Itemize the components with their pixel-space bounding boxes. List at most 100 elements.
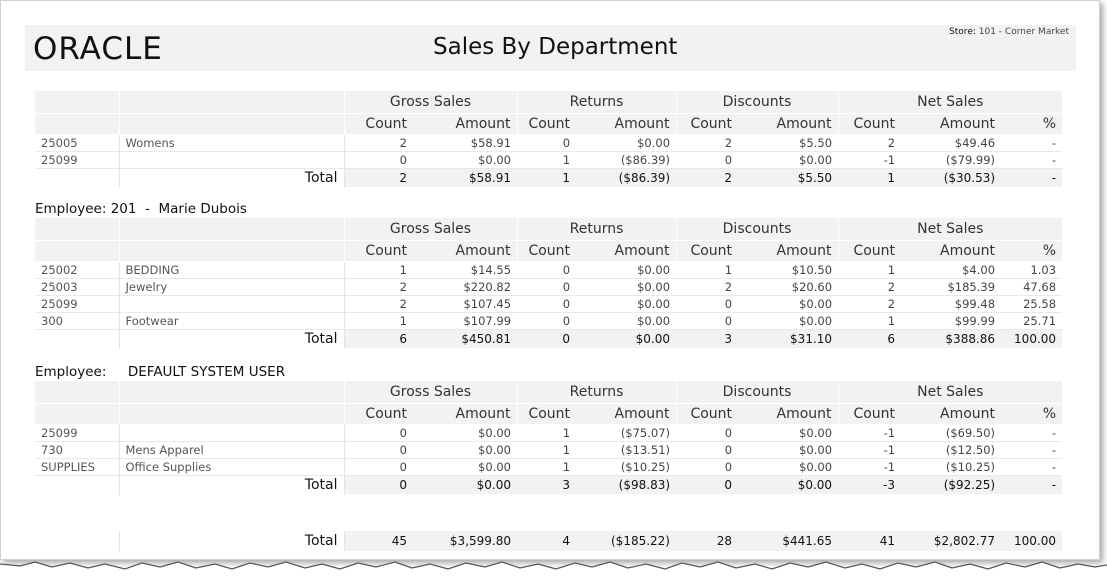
column-group-label: Net Sales — [837, 91, 1063, 114]
count-header: Count — [343, 113, 413, 135]
amount-header: Amount — [576, 113, 677, 135]
returns-amount-cell: ($75.07) — [576, 424, 677, 442]
column-group-label: Gross Sales — [343, 381, 518, 404]
gross-count-cell: 1 — [344, 261, 413, 279]
gross-count-cell: 2 — [344, 295, 413, 313]
count-header: Count — [343, 403, 413, 425]
header-spacer — [35, 113, 120, 135]
column-group-label: Discounts — [675, 381, 839, 404]
department-code: 25099 — [35, 424, 120, 442]
header-spacer — [119, 403, 345, 425]
torn-edge — [0, 561, 1107, 582]
store-label: Store: — [949, 27, 976, 37]
count-header: Count — [516, 240, 577, 262]
total-label: Total — [119, 475, 345, 495]
column-group-label: Discounts — [675, 218, 839, 241]
returns-count-cell: 0 — [517, 134, 577, 152]
gross-amount-cell: $0.00 — [413, 151, 518, 169]
discounts-count-cell: 2 — [676, 278, 739, 296]
returns-count-cell: 1 — [517, 424, 577, 442]
header-spacer — [119, 381, 345, 404]
net-count-cell: 2 — [838, 278, 902, 296]
table-row: 25002 BEDDING 1 $14.55 0 $0.00 1 $10.50 1 $4.00 1.… — [35, 261, 1063, 279]
table-row: 25099 0 $0.00 1 ($86.39) 0 $0.00 -1 ($79.99) - — [35, 151, 1063, 169]
net-pct-cell: 25.71 — [1001, 312, 1063, 330]
total-gross-count: 2 — [344, 168, 413, 188]
total-label: Total — [119, 329, 345, 349]
discounts-amount-cell: $0.00 — [738, 151, 839, 169]
returns-amount-cell: ($10.25) — [576, 458, 677, 476]
total-gross-count: 0 — [344, 475, 413, 495]
discounts-count-cell: 0 — [676, 295, 739, 313]
gross-amount-cell: $0.00 — [413, 424, 518, 442]
grand-gross-amount: $3,599.80 — [413, 531, 517, 551]
discounts-amount-cell: $5.50 — [738, 134, 839, 152]
total-discounts-count: 0 — [676, 475, 739, 495]
section-total-row: Total 6 $450.81 0 $0.00 3 $31.10 6 $388.86 100.00 — [35, 329, 1063, 349]
gross-amount-cell: $0.00 — [413, 441, 518, 459]
total-discounts-count: 2 — [676, 168, 739, 188]
gross-count-cell: 0 — [344, 441, 413, 459]
net-count-cell: 1 — [838, 261, 902, 279]
gross-amount-cell: $14.55 — [413, 261, 518, 279]
discounts-amount-cell: $0.00 — [738, 441, 839, 459]
store-value: 101 - Corner Market — [978, 27, 1069, 37]
returns-count-cell: 1 — [517, 151, 577, 169]
gross-count-cell: 2 — [344, 134, 413, 152]
net-count-cell: 1 — [838, 312, 902, 330]
net-count-cell: -1 — [838, 458, 902, 476]
percent-header: % — [1001, 240, 1063, 262]
total-gross-amount: $0.00 — [413, 475, 518, 495]
table-row: 25005 Womens 2 $58.91 0 $0.00 2 $5.50 2 $49.46- — [35, 134, 1063, 152]
department-code: 730 — [35, 441, 120, 459]
discounts-count-cell: 2 — [676, 134, 739, 152]
net-count-cell: 2 — [838, 134, 902, 152]
returns-amount-cell: $0.00 — [576, 261, 677, 279]
net-pct-cell: 47.68 — [1001, 278, 1063, 296]
oracle-logo: ORACLE — [33, 31, 163, 67]
total-returns-count: 3 — [517, 475, 577, 495]
column-group-label: Net Sales — [837, 218, 1063, 241]
amount-header: Amount — [576, 403, 677, 425]
total-discounts-amount: $5.50 — [738, 168, 839, 188]
discounts-amount-cell: $0.00 — [738, 312, 839, 330]
net-amount-cell: $4.00 — [901, 261, 1002, 279]
amount-header: Amount — [738, 403, 839, 425]
gross-amount-cell: $0.00 — [413, 458, 518, 476]
discounts-amount-cell: $20.60 — [738, 278, 839, 296]
returns-count-cell: 0 — [517, 278, 577, 296]
net-amount-cell: $99.99 — [901, 312, 1002, 330]
report-title: Sales By Department — [433, 34, 678, 60]
report-header: ORACLE Sales By Department Store: 101 - … — [25, 25, 1076, 71]
gross-amount-cell: $107.99 — [413, 312, 518, 330]
discounts-count-cell: 0 — [676, 441, 739, 459]
net-amount-cell: ($12.50) — [901, 441, 1002, 459]
store-info: Store: 101 - Corner Market — [949, 27, 1069, 37]
total-gross-count: 6 — [344, 329, 413, 349]
table-row: 25003 Jewelry 2 $220.82 0 $0.00 2 $20.60 2 $185.3… — [35, 278, 1063, 296]
department-code: 25099 — [35, 295, 120, 313]
returns-amount-cell: $0.00 — [576, 278, 677, 296]
column-group-label: Net Sales — [837, 381, 1063, 404]
total-net-pct: - — [1001, 168, 1063, 188]
column-sub-header: Count Amount Count Amount Count Amount Count Am… — [35, 113, 1063, 135]
discounts-count-cell: 0 — [676, 458, 739, 476]
total-net-amount: $388.86 — [901, 329, 1002, 349]
total-net-pct: - — [1001, 475, 1063, 495]
percent-header: % — [1001, 403, 1063, 425]
grand-net-amount: $2,802.77 — [901, 531, 1001, 551]
returns-count-cell: 1 — [517, 441, 577, 459]
gross-count-cell: 0 — [344, 424, 413, 442]
table-row: 300 Footwear 1 $107.99 0 $0.00 0 $0.00 1 $99.99 25… — [35, 312, 1063, 330]
net-count-cell: -1 — [838, 424, 902, 442]
report-page: ORACLE Sales By Department Store: 101 - … — [0, 0, 1100, 560]
amount-header: Amount — [901, 240, 1002, 262]
total-spacer — [35, 329, 120, 349]
total-net-count: 6 — [838, 329, 902, 349]
count-header: Count — [516, 113, 577, 135]
net-count-cell: 2 — [838, 295, 902, 313]
column-group-label: Returns — [516, 218, 677, 241]
discounts-amount-cell: $0.00 — [738, 424, 839, 442]
percent-header: % — [1001, 113, 1063, 135]
department-code: 25003 — [35, 278, 120, 296]
